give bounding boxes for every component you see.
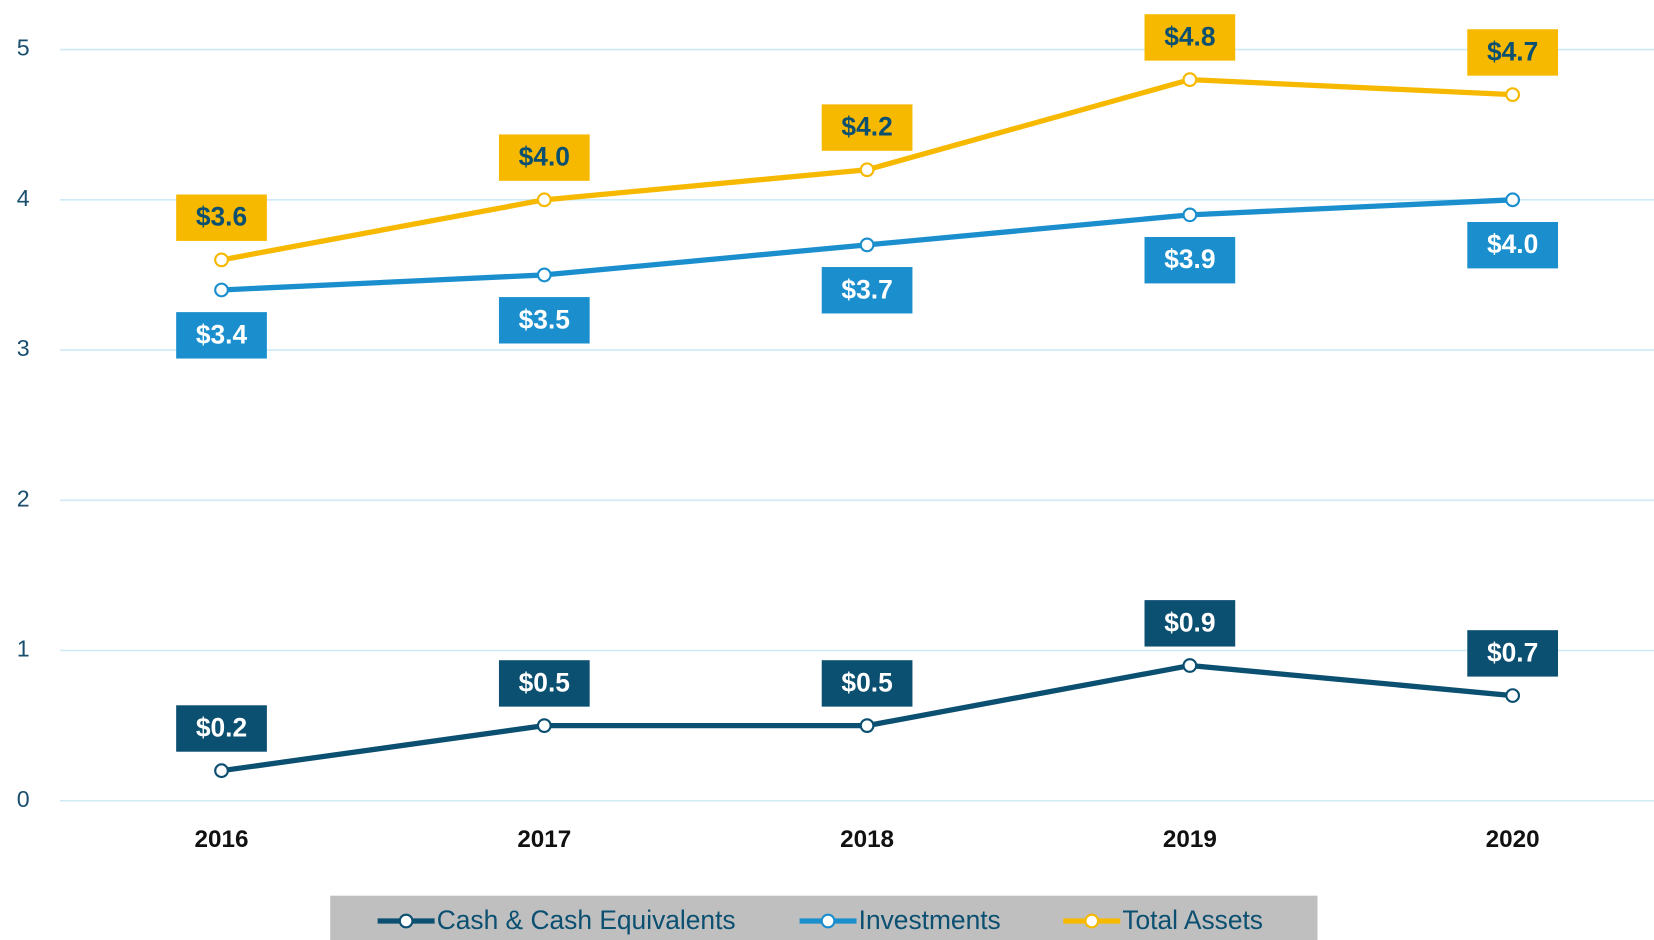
- data-label: $4.0: [519, 142, 570, 172]
- data-label: $4.8: [1164, 21, 1215, 51]
- point: [536, 718, 552, 734]
- legend-marker: [820, 913, 836, 929]
- y-tick-label: 3: [17, 335, 30, 361]
- data-label-box: [176, 194, 267, 241]
- y-tick-label: 4: [17, 185, 30, 211]
- data-label: $0.5: [841, 667, 892, 697]
- data-label: $0.5: [519, 667, 570, 697]
- data-label: $0.9: [1164, 607, 1215, 637]
- data-label-box: [176, 312, 267, 359]
- data-label: $0.7: [1487, 637, 1538, 667]
- data-label-box: [1467, 630, 1559, 677]
- point: [859, 162, 875, 178]
- data-label-box: [498, 660, 590, 707]
- y-tick-label: 2: [17, 485, 30, 511]
- data-label-box: [1144, 14, 1236, 61]
- data-label-box: [1144, 236, 1236, 284]
- data-label: $3.4: [196, 319, 248, 349]
- legend-label: Total Assets: [1122, 905, 1263, 935]
- data-label-box: [1467, 29, 1559, 76]
- data-label: $3.7: [841, 274, 892, 304]
- x-tick-label: 2016: [195, 826, 249, 853]
- legend-marker: [1084, 913, 1100, 929]
- data-label-box: [821, 660, 913, 707]
- data-label: $0.2: [196, 713, 247, 743]
- y-tick-label: 5: [17, 35, 30, 61]
- point: [1182, 207, 1198, 223]
- point: [536, 267, 552, 283]
- data-label-box: [498, 297, 590, 344]
- x-tick-label: 2017: [517, 826, 571, 853]
- point: [1505, 87, 1521, 103]
- x-tick-label: 2019: [1163, 826, 1217, 853]
- x-tick-label: 2018: [840, 826, 894, 853]
- data-label-box: [1467, 221, 1559, 269]
- data-label: $4.2: [841, 112, 892, 142]
- data-label: $3.9: [1164, 244, 1215, 274]
- point: [1505, 688, 1521, 703]
- data-label-box: [498, 134, 590, 181]
- point: [536, 192, 552, 208]
- legend-marker: [398, 913, 414, 929]
- legend-label: Cash & Cash Equivalents: [437, 905, 736, 935]
- data-label-box: [821, 104, 913, 151]
- data-label: $4.7: [1487, 36, 1538, 66]
- point: [859, 237, 875, 253]
- y-tick-label: 1: [17, 636, 30, 662]
- point: [214, 763, 229, 779]
- data-label: $3.5: [519, 304, 570, 334]
- point: [1182, 72, 1198, 88]
- point: [214, 252, 229, 268]
- data-label-box: [176, 705, 267, 752]
- point: [214, 282, 229, 298]
- point: [1505, 192, 1521, 208]
- data-label-box: [1144, 600, 1236, 647]
- point: [1182, 658, 1198, 673]
- data-label: $3.6: [196, 202, 247, 232]
- legend-label: Investments: [859, 905, 1001, 935]
- data-label-box: [821, 267, 913, 314]
- point: [859, 718, 875, 734]
- data-label: $4.0: [1487, 229, 1538, 259]
- x-tick-label: 2020: [1486, 826, 1540, 853]
- y-tick-label: 0: [17, 786, 30, 812]
